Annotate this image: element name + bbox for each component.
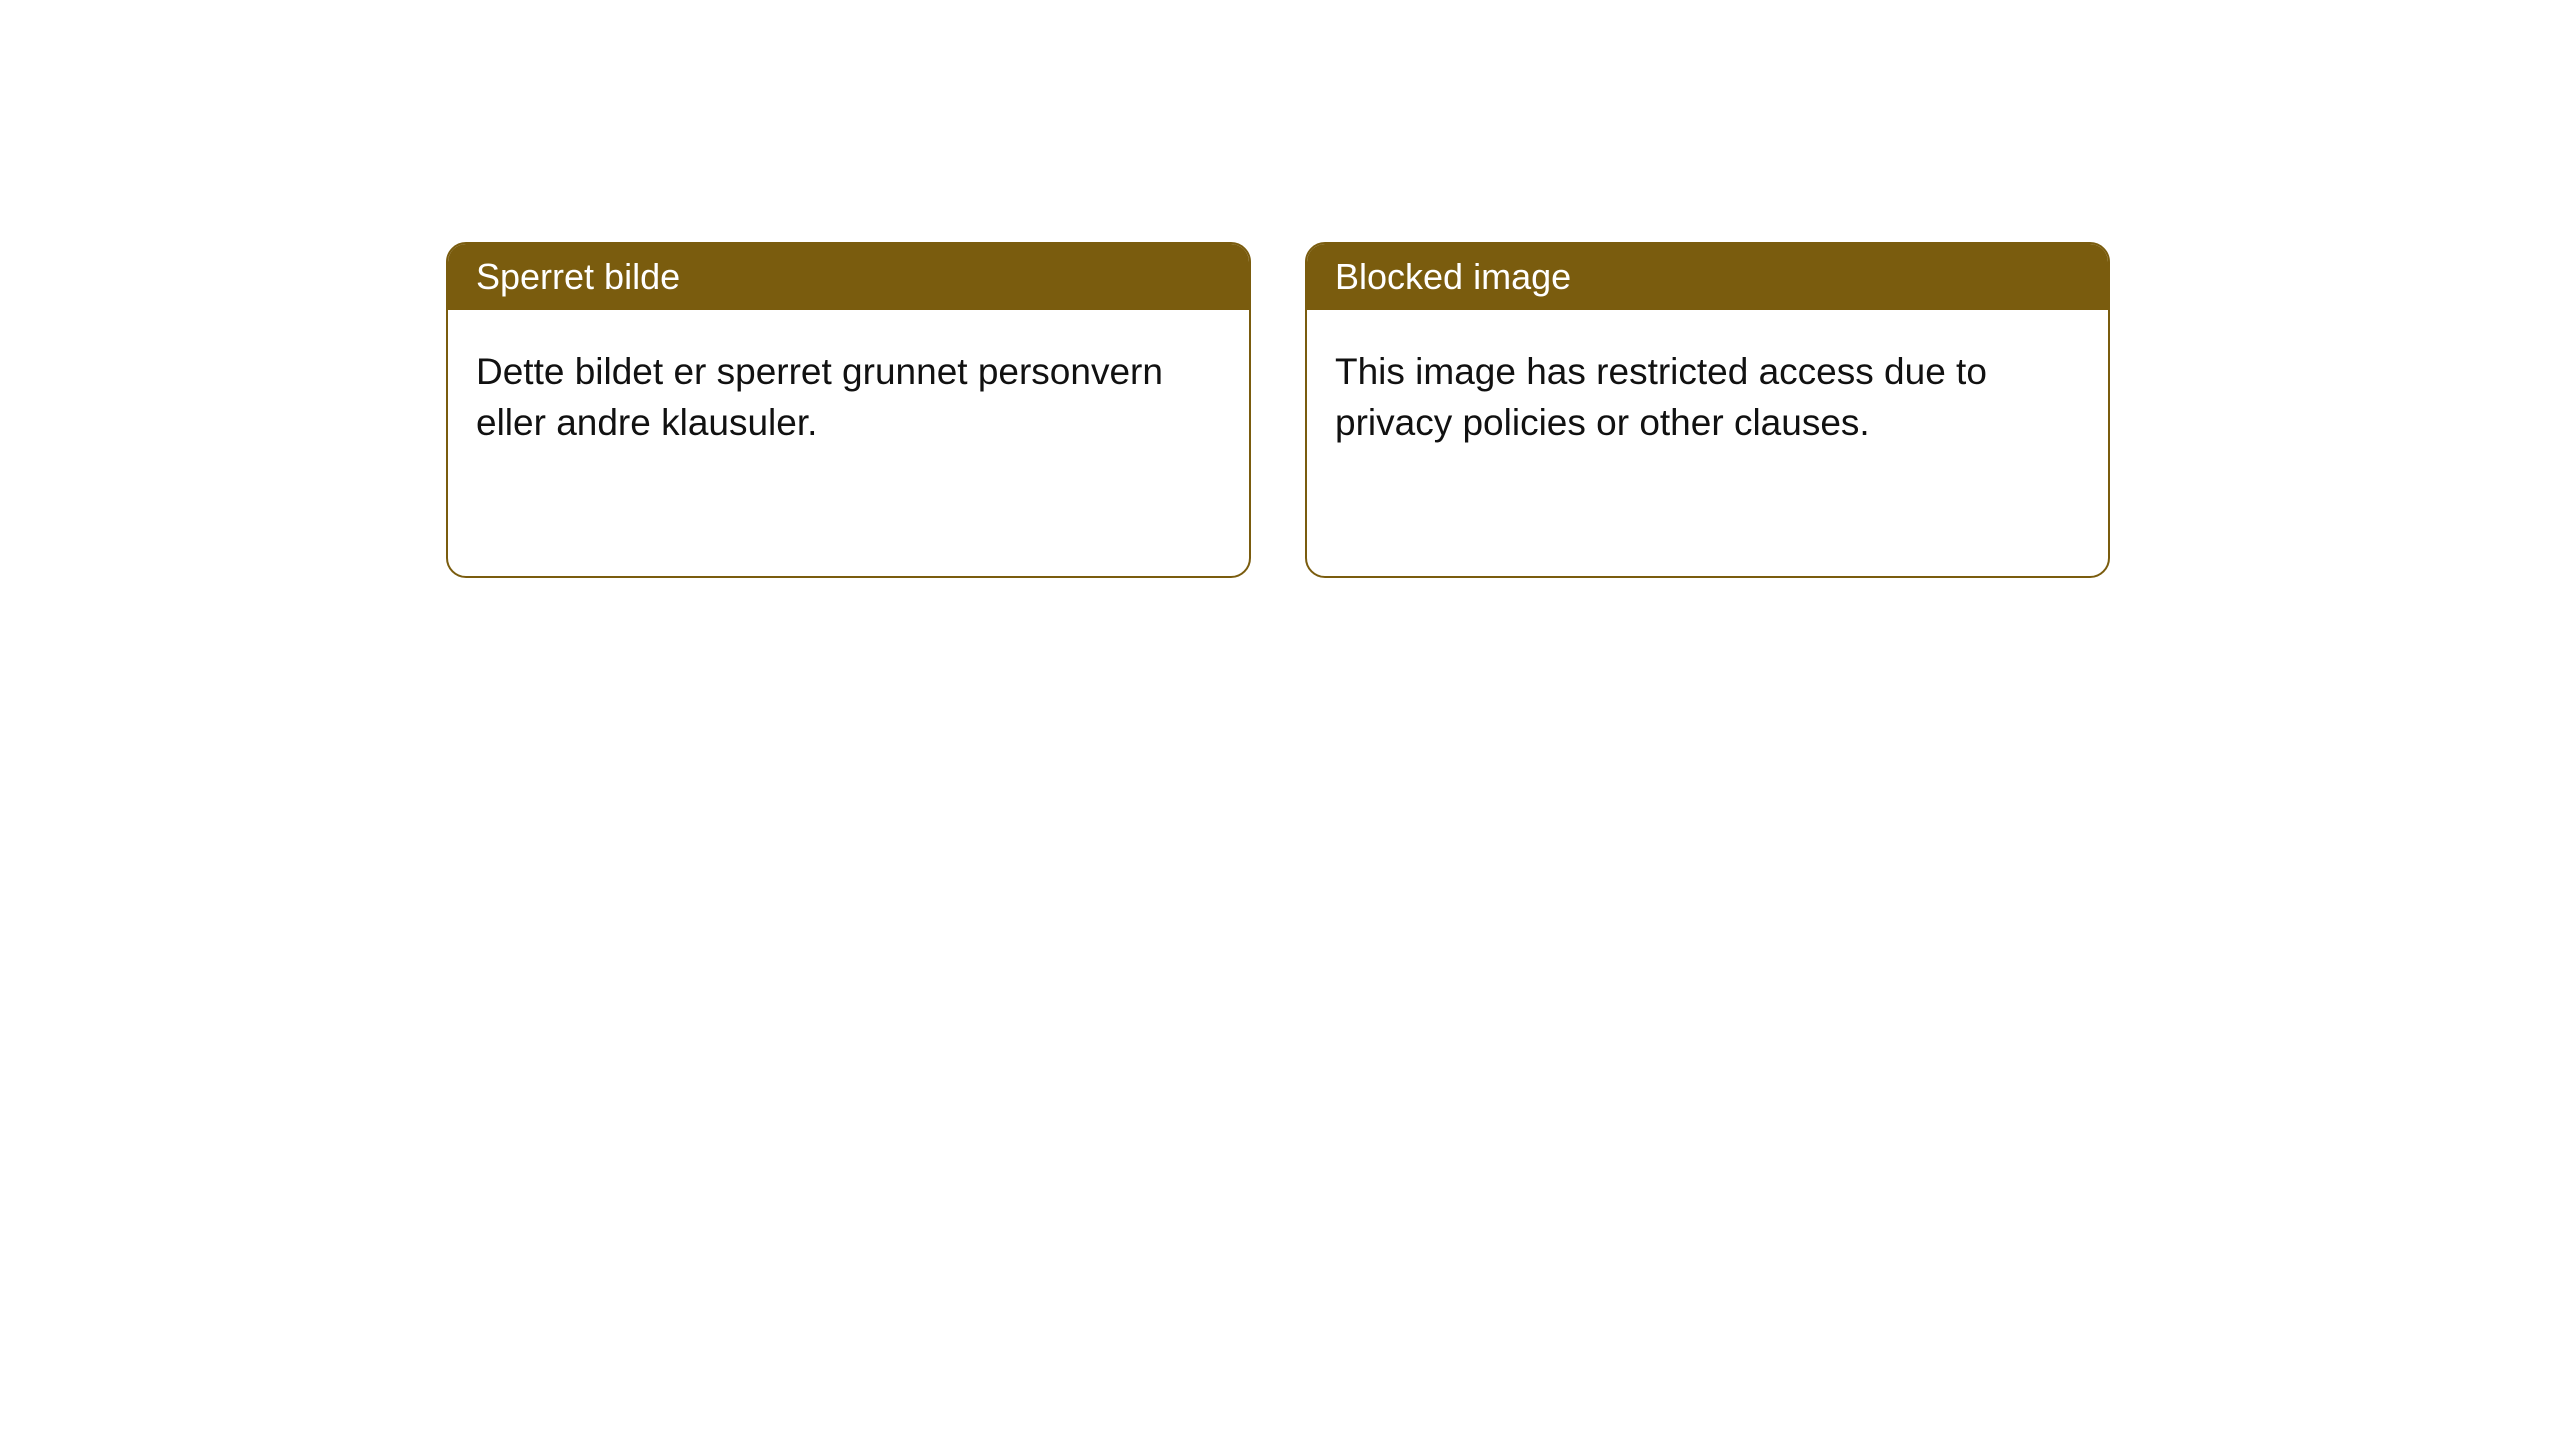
notice-title-en: Blocked image [1335,256,1571,297]
notice-box-en: Blocked image This image has restricted … [1305,242,2110,578]
notice-body-en: This image has restricted access due to … [1307,310,2108,484]
notice-text-en: This image has restricted access due to … [1335,351,1987,443]
notice-header-no: Sperret bilde [448,244,1249,310]
notice-title-no: Sperret bilde [476,256,680,297]
notice-header-en: Blocked image [1307,244,2108,310]
notice-body-no: Dette bildet er sperret grunnet personve… [448,310,1249,484]
notice-container: Sperret bilde Dette bildet er sperret gr… [0,0,2560,578]
notice-box-no: Sperret bilde Dette bildet er sperret gr… [446,242,1251,578]
notice-text-no: Dette bildet er sperret grunnet personve… [476,351,1163,443]
